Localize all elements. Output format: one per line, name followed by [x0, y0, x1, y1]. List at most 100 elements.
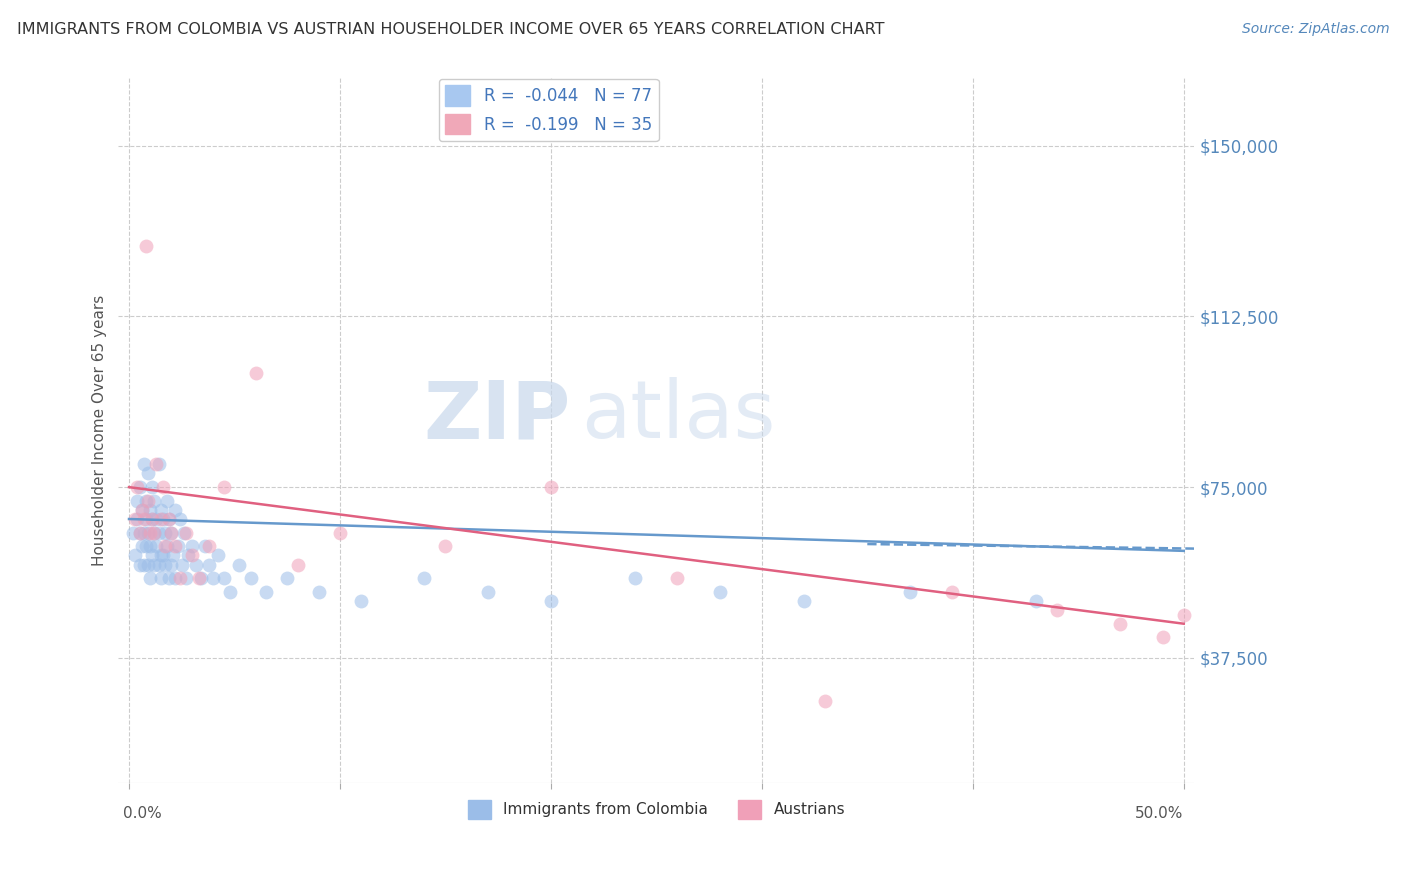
Point — [153, 558, 176, 572]
Point — [181, 539, 204, 553]
Point — [477, 585, 499, 599]
Point — [141, 512, 163, 526]
Point — [160, 558, 183, 572]
Point — [174, 525, 197, 540]
Point — [136, 467, 159, 481]
Point — [145, 512, 167, 526]
Point — [136, 493, 159, 508]
Point — [139, 525, 162, 540]
Point — [170, 558, 193, 572]
Point — [212, 480, 235, 494]
Point — [162, 549, 184, 563]
Point — [287, 558, 309, 572]
Point — [202, 571, 225, 585]
Point — [143, 493, 166, 508]
Point — [941, 585, 963, 599]
Point — [139, 539, 162, 553]
Point — [157, 512, 180, 526]
Point — [143, 525, 166, 540]
Text: 50.0%: 50.0% — [1136, 805, 1184, 821]
Text: IMMIGRANTS FROM COLOMBIA VS AUSTRIAN HOUSEHOLDER INCOME OVER 65 YEARS CORRELATIO: IMMIGRANTS FROM COLOMBIA VS AUSTRIAN HOU… — [17, 22, 884, 37]
Point — [166, 539, 188, 553]
Point — [131, 503, 153, 517]
Text: Source: ZipAtlas.com: Source: ZipAtlas.com — [1241, 22, 1389, 37]
Point — [128, 480, 150, 494]
Point — [141, 549, 163, 563]
Point — [814, 694, 837, 708]
Point — [1173, 607, 1195, 622]
Point — [143, 558, 166, 572]
Point — [128, 525, 150, 540]
Point — [898, 585, 921, 599]
Point — [152, 549, 174, 563]
Point — [240, 571, 263, 585]
Point — [122, 525, 145, 540]
Point — [143, 525, 166, 540]
Point — [128, 558, 150, 572]
Point — [124, 512, 146, 526]
Point — [132, 458, 155, 472]
Point — [169, 512, 191, 526]
Point — [165, 503, 187, 517]
Point — [149, 512, 172, 526]
Point — [165, 571, 187, 585]
Point — [135, 239, 157, 253]
Point — [174, 571, 197, 585]
Point — [131, 539, 153, 553]
Point — [135, 539, 157, 553]
Point — [187, 571, 209, 585]
Point — [181, 549, 204, 563]
Point — [131, 503, 153, 517]
Point — [1109, 616, 1132, 631]
Point — [190, 571, 212, 585]
Point — [1046, 603, 1069, 617]
Point — [212, 571, 235, 585]
Point — [135, 512, 157, 526]
Point — [136, 525, 159, 540]
Point — [153, 525, 176, 540]
Point — [152, 512, 174, 526]
Text: ZIP: ZIP — [423, 377, 571, 455]
Point — [276, 571, 298, 585]
Point — [139, 571, 162, 585]
Point — [329, 525, 352, 540]
Point — [169, 571, 191, 585]
Point — [145, 539, 167, 553]
Point — [127, 512, 149, 526]
Point — [666, 571, 689, 585]
Point — [149, 549, 172, 563]
Point — [148, 525, 170, 540]
Point — [160, 525, 183, 540]
Point — [186, 558, 208, 572]
Text: atlas: atlas — [581, 377, 776, 455]
Point — [132, 512, 155, 526]
Point — [177, 549, 200, 563]
Point — [127, 480, 149, 494]
Point — [135, 493, 157, 508]
Point — [219, 585, 242, 599]
Point — [198, 539, 221, 553]
Point — [136, 558, 159, 572]
Point — [132, 558, 155, 572]
Point — [152, 480, 174, 494]
Point — [141, 480, 163, 494]
Point — [709, 585, 731, 599]
Point — [149, 571, 172, 585]
Point — [149, 503, 172, 517]
Point — [156, 493, 179, 508]
Point — [157, 571, 180, 585]
Point — [156, 539, 179, 553]
Point — [245, 367, 267, 381]
Point — [148, 558, 170, 572]
Point — [127, 493, 149, 508]
Point — [128, 525, 150, 540]
Point — [160, 525, 183, 540]
Point — [153, 539, 176, 553]
Point — [173, 525, 195, 540]
Point — [165, 539, 187, 553]
Text: 0.0%: 0.0% — [122, 805, 162, 821]
Point — [124, 549, 146, 563]
Point — [157, 512, 180, 526]
Point — [793, 594, 815, 608]
Point — [228, 558, 250, 572]
